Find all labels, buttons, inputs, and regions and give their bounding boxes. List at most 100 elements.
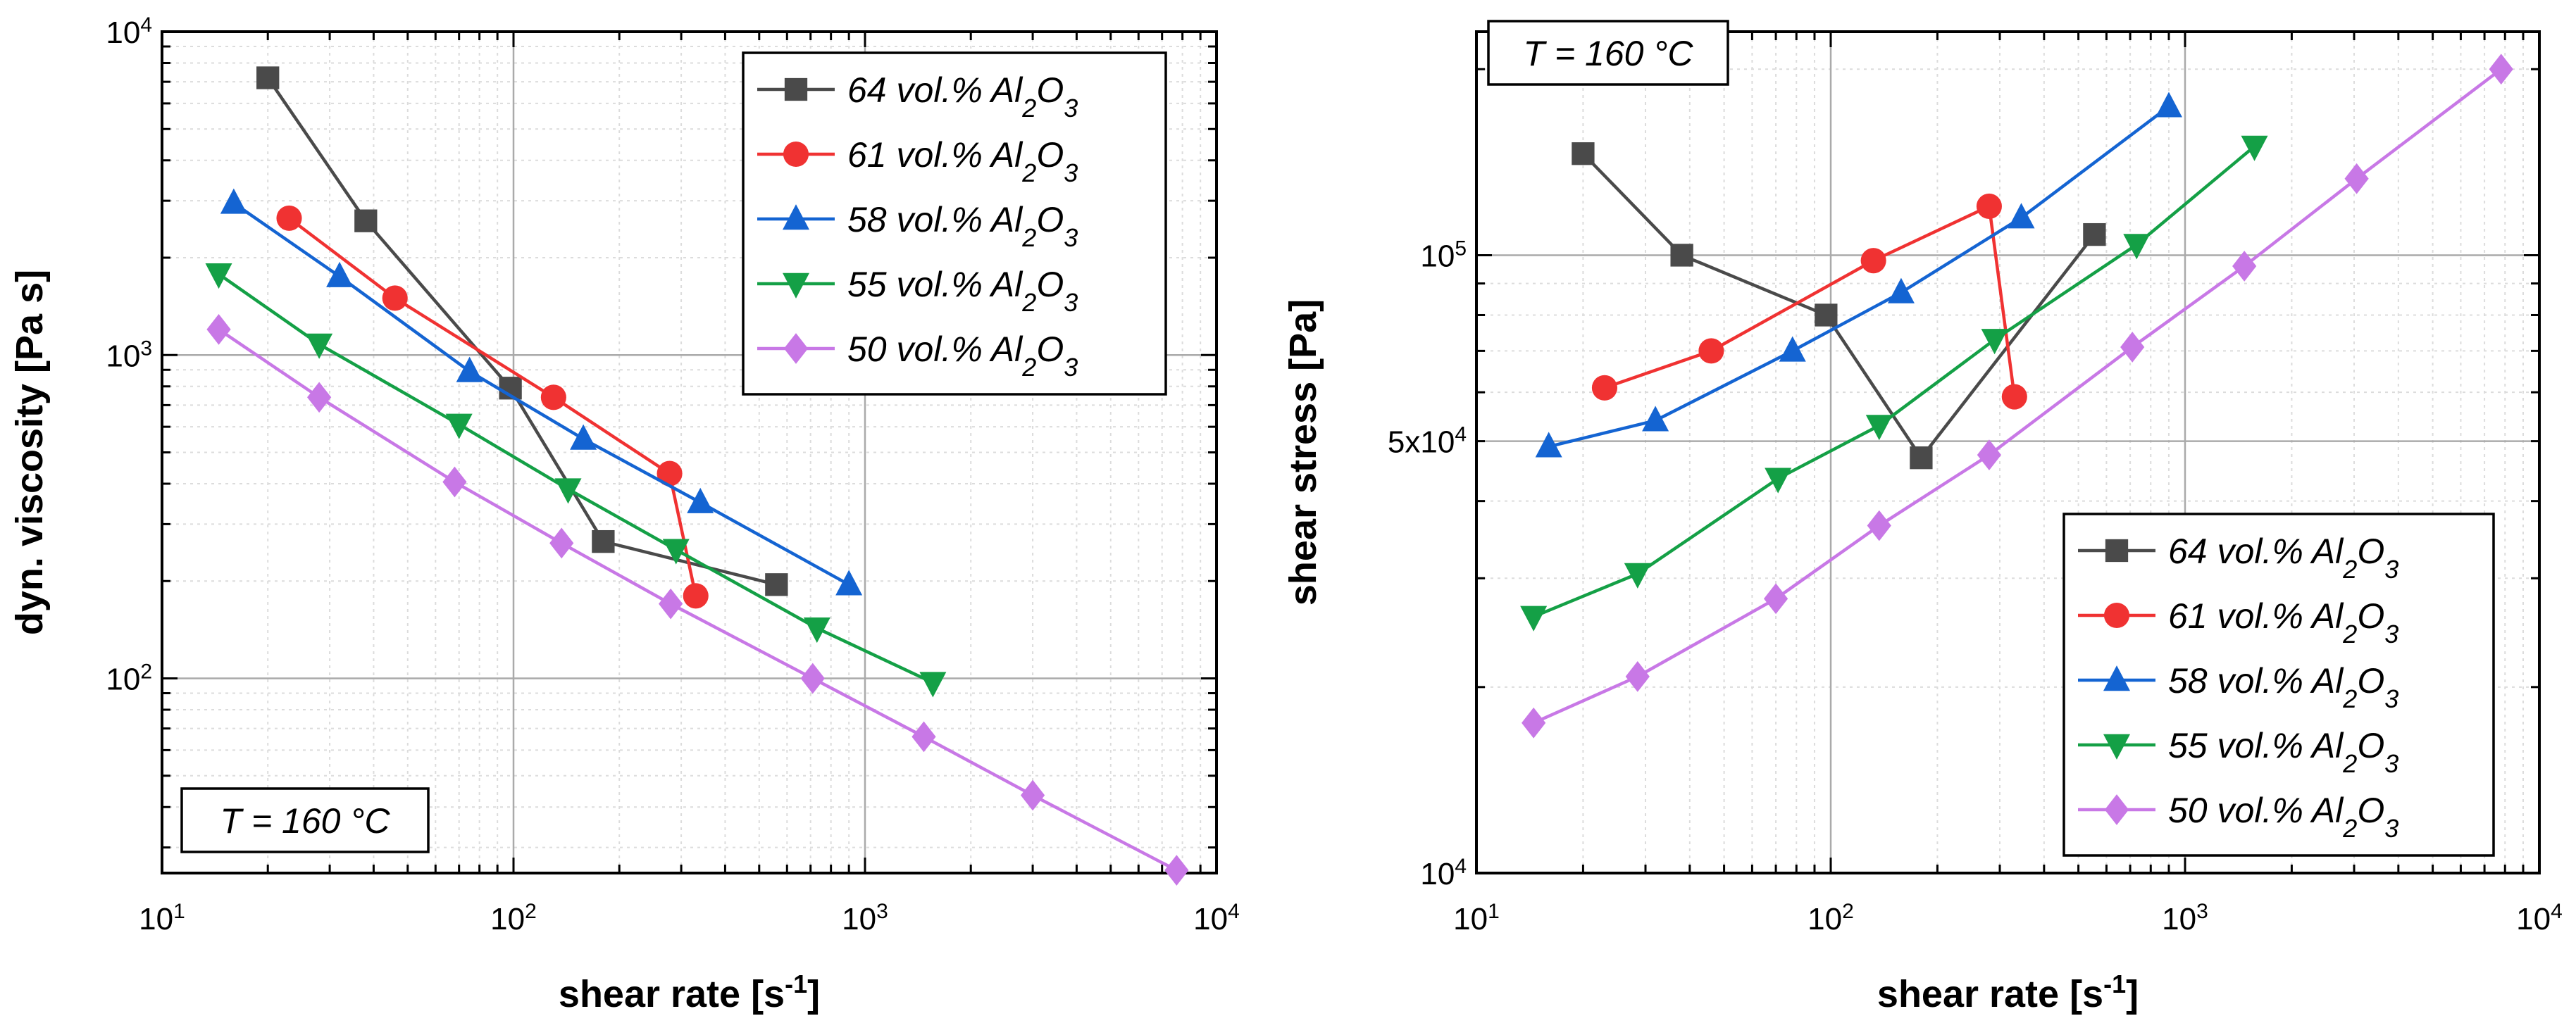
legend-label: 61 vol.% Al2O3 [2168, 596, 2398, 648]
y-tick-label: 102 [106, 660, 152, 697]
data-point [662, 539, 690, 565]
series-line [232, 201, 850, 586]
data-point [1815, 303, 1838, 327]
data-point [2155, 92, 2182, 118]
legend-label-subscript: 2 [2342, 555, 2357, 584]
x-axis-title-bracket: ] [807, 973, 820, 1015]
data-point [1164, 855, 1189, 886]
tick-label-base: 10 [106, 339, 140, 373]
data-point [549, 527, 574, 559]
series-line [1581, 152, 2096, 460]
data-point [220, 188, 247, 214]
series-58 [1535, 92, 2182, 458]
x-tick-label: 104 [2516, 900, 2563, 937]
temperature-annotation: T = 160 °C [1524, 34, 1694, 73]
data-point [1910, 446, 1933, 470]
data-point [687, 487, 714, 513]
tick-label-base: 10 [1420, 857, 1455, 891]
legend-label-subscript: 3 [2384, 555, 2398, 584]
legend-swatch-marker [2103, 734, 2130, 760]
tick-label-exponent: 4 [1455, 855, 1467, 878]
legend-swatch-marker [784, 77, 808, 101]
legend-label-text: O [1036, 330, 1064, 369]
legend-swatch-marker [783, 141, 809, 168]
legend-label-subscript: 2 [1021, 94, 1036, 123]
legend-label-subscript: 3 [1064, 288, 1078, 317]
legend-label: 61 vol.% Al2O3 [847, 135, 1078, 187]
data-point [554, 478, 582, 504]
legend-swatch-marker [2105, 539, 2129, 563]
ticks [1475, 32, 2541, 874]
legend-label-text: 58 vol.% Al [2168, 661, 2344, 701]
x-tick-label: 101 [139, 900, 185, 937]
tick-label-base: 10 [2516, 902, 2551, 936]
x-axis-title: shear rate [s-1] [1877, 970, 2139, 1016]
data-point [1591, 375, 1617, 401]
legend-label-subscript: 2 [1021, 288, 1036, 317]
x-tick-label: 104 [1193, 900, 1240, 937]
series-58 [220, 188, 863, 596]
y-tick-label: 5x104 [1388, 422, 1467, 460]
data-point [2008, 203, 2035, 229]
data-point [570, 424, 597, 450]
series-61 [276, 205, 709, 609]
data-point [683, 583, 709, 609]
series-line [1548, 105, 2170, 448]
y-tick-label: 104 [1420, 855, 1467, 892]
tick-label-base: 5x10 [1388, 425, 1455, 460]
legend-label: 64 vol.% Al2O3 [847, 70, 1078, 123]
temperature-annotation: T = 160 °C [220, 801, 391, 841]
x-tick-label: 103 [842, 900, 888, 937]
x-axis-title-text: shear rate [s [1877, 973, 2103, 1015]
legend-box [2062, 513, 2495, 857]
series-55 [1520, 135, 2268, 632]
legend-label: 55 vol.% Al2O3 [847, 265, 1078, 317]
data-point [592, 529, 615, 553]
tick-label-exponent: 4 [1455, 422, 1467, 446]
legend-label-text: O [2357, 791, 2384, 830]
data-point [2489, 54, 2513, 85]
legend-label-text: O [1036, 70, 1064, 110]
data-point [2123, 234, 2151, 260]
data-point [445, 413, 473, 439]
x-tick-label: 101 [1453, 900, 1500, 937]
x-tick-label: 102 [490, 900, 537, 937]
legend-label-subscript: 2 [1021, 158, 1036, 187]
legend-label-subscript: 3 [2384, 749, 2398, 778]
tick-label-base: 10 [842, 902, 876, 936]
legend-label-subscript: 2 [2342, 749, 2357, 778]
temperature-annotation-box [180, 787, 430, 853]
x-axis-title-text: shear rate [s [559, 973, 785, 1015]
data-point [1624, 563, 1651, 589]
tick-label-base: 10 [139, 902, 173, 936]
data-point [206, 314, 231, 345]
data-point [326, 261, 354, 287]
legend-label-text: 64 vol.% Al [847, 70, 1023, 110]
ticks [161, 30, 1218, 873]
data-point [919, 672, 947, 698]
plot-frame [1475, 30, 2541, 874]
legend-label-subscript: 3 [1064, 158, 1078, 187]
series-61 [1591, 193, 2027, 410]
data-point [442, 466, 467, 498]
tick-label-base: 10 [2162, 902, 2196, 936]
series-64 [256, 66, 788, 596]
x-tick-label: 102 [1807, 900, 1854, 937]
legend-label-text: O [2357, 532, 2384, 571]
legend-label-subscript: 2 [1021, 223, 1036, 252]
tick-label-exponent: 2 [140, 660, 152, 683]
tick-label-exponent: 4 [140, 13, 152, 37]
y-axis-title: shear stress [Pa] [1282, 299, 1324, 606]
legend-label-subscript: 2 [2342, 620, 2357, 648]
tick-label-exponent: 1 [1488, 900, 1500, 923]
tick-label-base: 10 [106, 15, 140, 50]
data-point [1020, 779, 1045, 811]
data-point [540, 384, 566, 410]
legend-label: 50 vol.% Al2O3 [847, 330, 1078, 382]
data-point [276, 205, 302, 231]
data-point [1887, 277, 1915, 303]
legend-swatch-marker [783, 204, 809, 230]
data-point [659, 588, 683, 620]
